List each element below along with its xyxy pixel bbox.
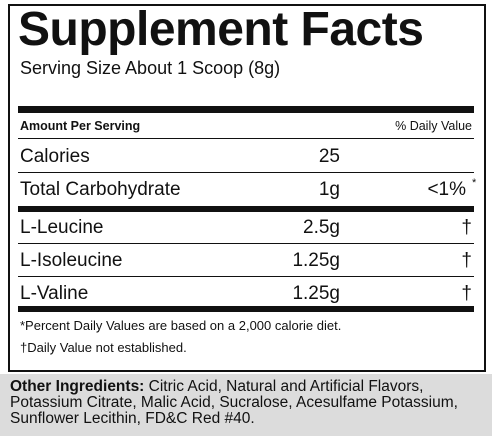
amount: 1.25g	[292, 250, 340, 271]
facts-panel	[8, 4, 486, 372]
divider	[18, 206, 474, 212]
amount: 2.5g	[303, 217, 340, 238]
daily-value: †	[461, 217, 472, 238]
footnote: †Daily Value not established.	[20, 340, 187, 355]
column-header: % Daily Value	[395, 119, 472, 133]
daily-value: <1%	[427, 179, 466, 200]
divider	[18, 106, 474, 113]
daily-value: †	[461, 250, 472, 271]
nutrient-name: L-Valine	[20, 283, 89, 304]
divider	[18, 276, 474, 277]
divider	[18, 243, 474, 244]
footnote: *Percent Daily Values are based on a 2,0…	[20, 318, 342, 333]
other-ingredients: Other Ingredients: Citric Acid, Natural …	[0, 374, 492, 436]
amount: 25	[318, 146, 340, 167]
column-header: Amount Per Serving	[20, 119, 141, 133]
amount: 1g	[318, 179, 340, 200]
divider	[18, 172, 474, 173]
nutrient-name: L-Isoleucine	[20, 250, 123, 271]
nutrient-name: Calories	[20, 146, 90, 167]
ingredients: Citric Acid, Natural and Artificial Flav…	[10, 378, 458, 427]
daily-value: †	[461, 283, 472, 304]
note-mark: *	[472, 177, 477, 189]
divider	[18, 306, 474, 312]
nutrient-name: Total Carbohydrate	[20, 179, 181, 200]
serving-size: Serving Size About 1 Scoop (8g)	[20, 58, 281, 78]
divider	[18, 138, 474, 139]
nutrient-name: L-Leucine	[20, 217, 104, 238]
label: Other Ingredients:	[10, 378, 145, 395]
title: Supplement Facts	[18, 3, 424, 56]
amount: 1.25g	[292, 283, 340, 304]
